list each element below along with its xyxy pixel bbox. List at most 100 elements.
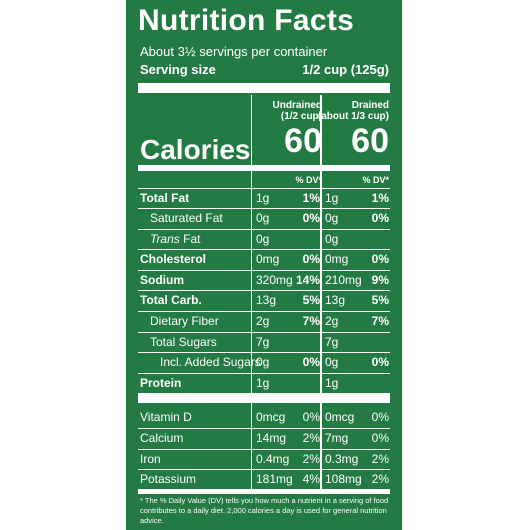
row-label: Sodium: [140, 273, 184, 287]
servings-per-container: About 3½ servings per container: [140, 44, 328, 59]
daily-value-footnote: * The % Daily Value (DV) tells you how m…: [140, 496, 389, 525]
row-label: Cholesterol: [140, 252, 207, 266]
dv-col1: 0%: [302, 410, 320, 424]
dv-heading-col2: % DV*: [362, 175, 389, 185]
calories-divider: [138, 165, 390, 171]
calories-label: Calories: [140, 134, 251, 165]
calories-col2: 60: [351, 122, 389, 160]
dv-heading-col1: % DV*: [295, 175, 322, 185]
amount-col1: 2g: [256, 314, 270, 328]
amount-col1: 13g: [256, 293, 277, 307]
label-title: Nutrition Facts: [138, 4, 355, 37]
row-label: Saturated Fat: [150, 211, 223, 225]
dv-col2: 0%: [371, 355, 389, 369]
row-label: Total Carb.: [140, 293, 202, 307]
row-label: Incl. Added Sugars: [160, 355, 261, 369]
amount-col1: 0g: [256, 355, 270, 369]
amount-col2: 0mcg: [325, 410, 355, 424]
fat-word: Fat: [179, 232, 201, 246]
row-label: Trans Fat: [150, 232, 200, 246]
col1-heading: Undrained (1/2 cup): [273, 100, 322, 122]
amount-col1: 320mg: [256, 273, 293, 287]
row-label: Calcium: [140, 431, 184, 445]
dv-col1: 1%: [302, 191, 320, 205]
row-label: Protein: [140, 376, 182, 390]
amount-col2: 0g: [325, 211, 339, 225]
amount-col1: 1g: [256, 376, 270, 390]
row-label: Iron: [140, 452, 161, 466]
dv-col2: 0%: [371, 431, 389, 445]
amount-col1: 7g: [256, 335, 270, 349]
dv-col2: 0%: [371, 252, 389, 266]
dv-col2: 0%: [371, 410, 389, 424]
amount-col2: 0.3mg: [325, 452, 359, 466]
dv-col2: 5%: [371, 293, 389, 307]
row-label: Total Fat: [140, 191, 190, 205]
amount-col2: 1g: [325, 376, 339, 390]
column-divider-left: [251, 95, 252, 490]
dv-col1: 2%: [302, 431, 320, 445]
row-divider: [138, 229, 390, 230]
row-label: Dietary Fiber: [150, 314, 219, 328]
amount-col2: 108mg: [325, 472, 362, 486]
amount-col2: 0g: [325, 232, 339, 246]
thick-divider: [138, 83, 390, 93]
nutrition-facts-panel: Nutrition Facts About 3½ servings per co…: [126, 0, 402, 530]
row-divider: [138, 311, 390, 312]
dv-col1: 0%: [302, 211, 320, 225]
amount-col1: 181mg: [256, 472, 293, 486]
row-divider: [138, 208, 390, 209]
row-label: Potassium: [140, 472, 197, 486]
footnote-divider: [138, 489, 390, 494]
amount-col2: 13g: [325, 293, 346, 307]
amount-col1: 0mcg: [256, 410, 286, 424]
dv-col2: 9%: [371, 273, 389, 287]
dv-col1: 4%: [302, 472, 320, 486]
dv-col2: 2%: [371, 472, 389, 486]
amount-col2: 1g: [325, 191, 339, 205]
col2-heading: Drained (about 1/3 cup): [318, 100, 389, 122]
dv-col1: 2%: [302, 452, 320, 466]
row-divider: [138, 373, 390, 374]
row-divider: [138, 270, 390, 271]
serving-size-label: Serving size: [140, 62, 216, 77]
amount-col1: 0.4mg: [256, 452, 290, 466]
row-divider: [138, 428, 390, 429]
amount-col2: 2g: [325, 314, 339, 328]
dv-col1: 0%: [302, 252, 320, 266]
row-divider: [138, 352, 390, 353]
dv-col2: 7%: [371, 314, 389, 328]
amount-col1: 0g: [256, 211, 270, 225]
amount-col1: 1g: [256, 191, 270, 205]
amount-col2: 0mg: [325, 252, 349, 266]
dv-col2: 2%: [371, 452, 389, 466]
amount-col2: 210mg: [325, 273, 362, 287]
trans-word: Trans: [150, 232, 180, 246]
amount-col1: 14mg: [256, 431, 287, 445]
dv-col1: 14%: [295, 273, 320, 287]
amount-col2: 0g: [325, 355, 339, 369]
row-divider: [138, 449, 390, 450]
amount-col1: 0g: [256, 232, 270, 246]
dv-col1: 5%: [302, 293, 320, 307]
row-divider: [138, 290, 390, 291]
row-divider: [138, 469, 390, 470]
col2-heading-line1: Drained: [351, 100, 389, 111]
dv-col2: 1%: [371, 191, 389, 205]
dv-col1: 7%: [302, 314, 320, 328]
row-divider: [138, 332, 390, 333]
calories-col1: 60: [284, 122, 322, 160]
amount-col2: 7g: [325, 335, 339, 349]
col2-heading-line2: (about 1/3 cup): [317, 111, 389, 122]
row-label: Vitamin D: [140, 410, 192, 424]
amount-col2: 7mg: [325, 431, 349, 445]
dv-col2: 0%: [371, 211, 389, 225]
column-divider-middle: [320, 95, 322, 490]
col1-heading-line2: (1/2 cup): [280, 111, 322, 122]
serving-size-value: 1/2 cup (125g): [302, 62, 389, 77]
col1-heading-line1: Undrained: [272, 100, 322, 111]
amount-col1: 0mg: [256, 252, 280, 266]
dv-divider: [138, 188, 390, 189]
dv-col1: 0%: [302, 355, 320, 369]
row-label: Total Sugars: [150, 335, 217, 349]
